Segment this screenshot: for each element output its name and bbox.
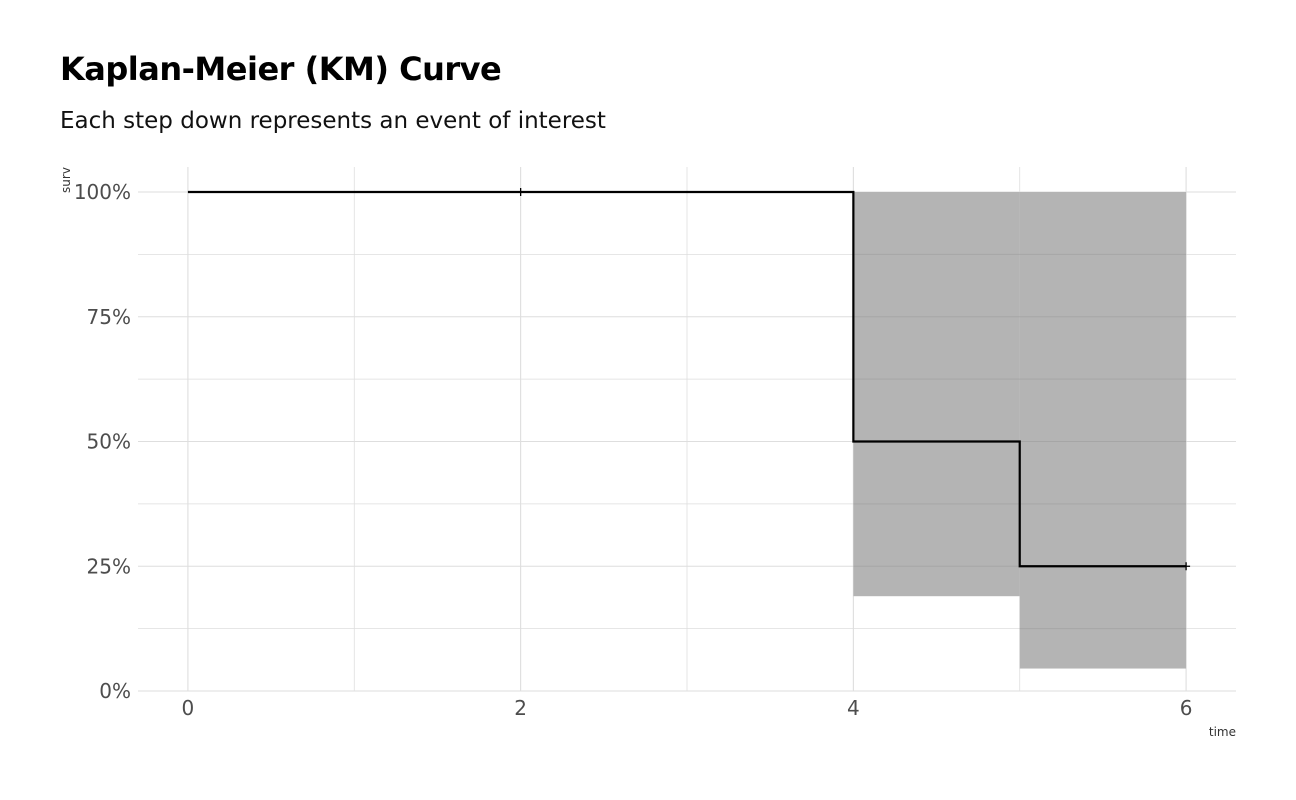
x-tick-label: 0 xyxy=(182,696,195,720)
censor-mark xyxy=(516,188,525,196)
confidence-bands xyxy=(853,192,1187,669)
confidence-band xyxy=(1019,192,1187,669)
y-tick-label: 25% xyxy=(87,554,131,578)
x-tick-label: 2 xyxy=(514,696,527,720)
survival-curve xyxy=(187,190,1187,568)
y-tick-label: 75% xyxy=(87,305,131,329)
survival-curve-group xyxy=(187,190,1187,568)
y-axis-title: surv xyxy=(59,167,73,193)
y-tick-label: 0% xyxy=(99,679,131,703)
x-axis-title: time xyxy=(1209,725,1236,739)
x-tick-label: 4 xyxy=(847,696,860,720)
chart-subtitle: Each step down represents an event of in… xyxy=(60,108,606,134)
x-tick-labels: 0 2 4 6 xyxy=(182,696,1193,720)
y-tick-label: 100% xyxy=(74,180,131,204)
censor-marks xyxy=(516,188,1191,571)
y-tick-labels: 0% 25% 50% 75% 100% xyxy=(74,180,131,703)
y-tick-label: 50% xyxy=(87,430,131,454)
confidence-band xyxy=(853,192,1020,597)
x-tick-label: 6 xyxy=(1180,696,1193,720)
censor-mark xyxy=(1182,562,1191,571)
chart-title: Kaplan-Meier (KM) Curve xyxy=(60,50,502,88)
